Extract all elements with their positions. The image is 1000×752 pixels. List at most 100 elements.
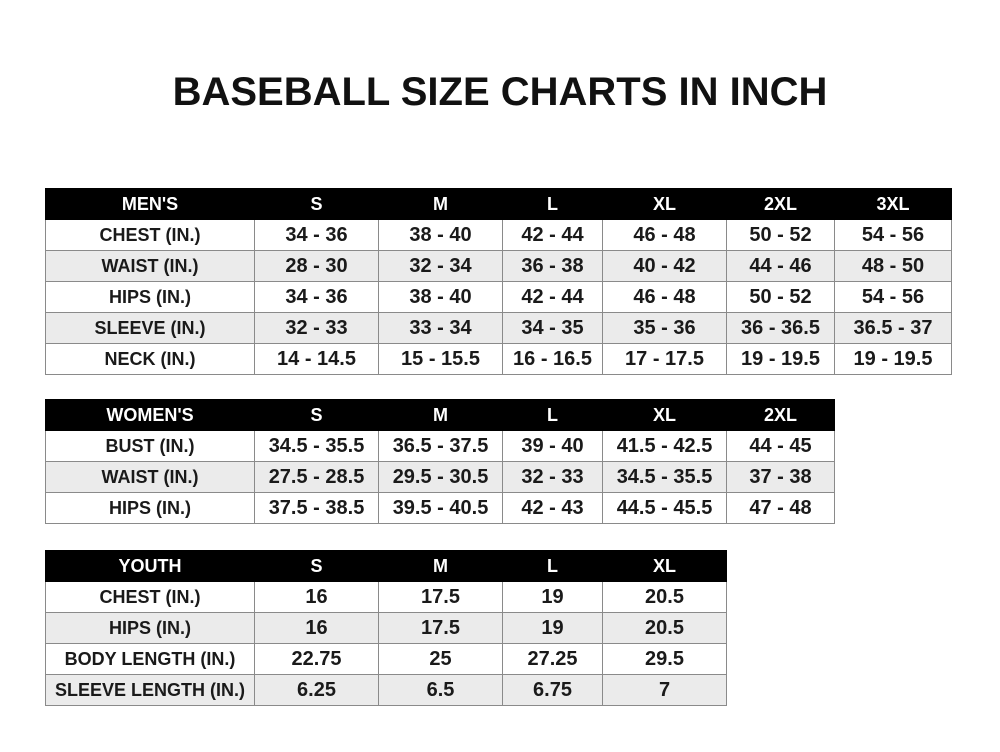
table-row: CHEST (IN.) 16 17.5 19 20.5 (45, 581, 727, 613)
size-value: 33 - 34 (378, 312, 503, 344)
size-value: 46 - 48 (602, 219, 727, 251)
size-value: 37.5 - 38.5 (254, 492, 379, 524)
size-value: 34 - 35 (502, 312, 603, 344)
measurement-label: WAIST (IN.) (45, 461, 255, 493)
size-value: 15 - 15.5 (378, 343, 503, 375)
size-value: 44 - 45 (726, 430, 835, 462)
table-row: BUST (IN.) 34.5 - 35.5 36.5 - 37.5 39 - 40 4… (45, 430, 835, 462)
size-value: 29.5 - 30.5 (378, 461, 503, 493)
table-row: SLEEVE (IN.) 32 - 33 33 - 34 34 - 35 35 - 36… (45, 312, 952, 344)
mens-size-table: MEN'S S M L XL 2XL 3XL CHEST (IN.) 34 - 36 38 - 4… (45, 188, 952, 375)
size-value: 38 - 40 (378, 281, 503, 313)
size-value: 47 - 48 (726, 492, 835, 524)
size-value: 44.5 - 45.5 (602, 492, 727, 524)
table-row: BODY LENGTH (IN.) 22.75 25 27.25 29.5 (45, 643, 727, 675)
measurement-label: HIPS (IN.) (45, 281, 255, 313)
size-value: 39.5 - 40.5 (378, 492, 503, 524)
table-row: CHEST (IN.) 34 - 36 38 - 40 42 - 44 46 - 48 5… (45, 219, 952, 251)
measurement-label: HIPS (IN.) (45, 612, 255, 644)
size-header: XL (602, 399, 727, 431)
header-row: WOMEN'S S M L XL 2XL (45, 399, 835, 431)
size-value: 17 - 17.5 (602, 343, 727, 375)
table-row: HIPS (IN.) 16 17.5 19 20.5 (45, 612, 727, 644)
size-value: 46 - 48 (602, 281, 727, 313)
page-title: BASEBALL SIZE CHARTS IN INCH (172, 70, 828, 114)
table-row: WAIST (IN.) 27.5 - 28.5 29.5 - 30.5 32 - 33… (45, 461, 835, 493)
size-header: S (254, 188, 379, 220)
size-value: 7 (602, 674, 727, 706)
measurement-label: HIPS (IN.) (45, 492, 255, 524)
size-value: 27.25 (502, 643, 603, 675)
measurement-label: BODY LENGTH (IN.) (45, 643, 255, 675)
category-header: WOMEN'S (45, 399, 255, 431)
size-value: 32 - 34 (378, 250, 503, 282)
size-value: 28 - 30 (254, 250, 379, 282)
size-value: 50 - 52 (726, 281, 835, 313)
table-row: WAIST (IN.) 28 - 30 32 - 34 36 - 38 40 - 42 4… (45, 250, 952, 282)
header-row: MEN'S S M L XL 2XL 3XL (45, 188, 952, 220)
size-value: 6.75 (502, 674, 603, 706)
size-header: 3XL (834, 188, 952, 220)
size-header: M (378, 550, 503, 582)
header-row: YOUTH S M L XL (45, 550, 727, 582)
size-header: L (502, 399, 603, 431)
size-value: 38 - 40 (378, 219, 503, 251)
size-value: 42 - 44 (502, 219, 603, 251)
size-header: M (378, 399, 503, 431)
size-value: 32 - 33 (254, 312, 379, 344)
size-value: 50 - 52 (726, 219, 835, 251)
size-value: 40 - 42 (602, 250, 727, 282)
size-value: 35 - 36 (602, 312, 727, 344)
size-header: 2XL (726, 399, 835, 431)
size-value: 54 - 56 (834, 219, 952, 251)
size-value: 17.5 (378, 581, 503, 613)
table-row: HIPS (IN.) 34 - 36 38 - 40 42 - 44 46 - 48 50… (45, 281, 952, 313)
size-value: 27.5 - 28.5 (254, 461, 379, 493)
size-value: 44 - 46 (726, 250, 835, 282)
size-header: S (254, 399, 379, 431)
size-value: 32 - 33 (502, 461, 603, 493)
size-value: 34.5 - 35.5 (254, 430, 379, 462)
size-value: 36.5 - 37 (834, 312, 952, 344)
size-value: 20.5 (602, 581, 727, 613)
size-header: XL (602, 550, 727, 582)
table-row: SLEEVE LENGTH (IN.) 6.25 6.5 6.75 7 (45, 674, 727, 706)
size-value: 41.5 - 42.5 (602, 430, 727, 462)
size-value: 20.5 (602, 612, 727, 644)
size-value: 36.5 - 37.5 (378, 430, 503, 462)
size-value: 37 - 38 (726, 461, 835, 493)
measurement-label: NECK (IN.) (45, 343, 255, 375)
measurement-label: CHEST (IN.) (45, 219, 255, 251)
size-value: 22.75 (254, 643, 379, 675)
size-value: 19 (502, 581, 603, 613)
size-value: 54 - 56 (834, 281, 952, 313)
size-value: 34 - 36 (254, 281, 379, 313)
measurement-label: SLEEVE LENGTH (IN.) (45, 674, 255, 706)
size-value: 42 - 43 (502, 492, 603, 524)
size-value: 39 - 40 (502, 430, 603, 462)
size-value: 16 - 16.5 (502, 343, 603, 375)
size-header: M (378, 188, 503, 220)
size-value: 14 - 14.5 (254, 343, 379, 375)
size-value: 6.25 (254, 674, 379, 706)
size-header: XL (602, 188, 727, 220)
category-header: MEN'S (45, 188, 255, 220)
womens-size-table: WOMEN'S S M L XL 2XL BUST (IN.) 34.5 - 35.5 36.5… (45, 399, 835, 524)
size-value: 19 - 19.5 (834, 343, 952, 375)
size-value: 16 (254, 581, 379, 613)
size-value: 34.5 - 35.5 (602, 461, 727, 493)
size-value: 34 - 36 (254, 219, 379, 251)
measurement-label: WAIST (IN.) (45, 250, 255, 282)
size-value: 16 (254, 612, 379, 644)
size-header: L (502, 188, 603, 220)
youth-size-table: YOUTH S M L XL CHEST (IN.) 16 17.5 19 20.5 HIPS (I… (45, 550, 727, 706)
size-value: 19 - 19.5 (726, 343, 835, 375)
size-header: S (254, 550, 379, 582)
size-value: 36 - 38 (502, 250, 603, 282)
size-value: 6.5 (378, 674, 503, 706)
size-value: 29.5 (602, 643, 727, 675)
table-row: NECK (IN.) 14 - 14.5 15 - 15.5 16 - 16.5 17 … (45, 343, 952, 375)
size-value: 25 (378, 643, 503, 675)
size-header: 2XL (726, 188, 835, 220)
table-row: HIPS (IN.) 37.5 - 38.5 39.5 - 40.5 42 - 43 4… (45, 492, 835, 524)
